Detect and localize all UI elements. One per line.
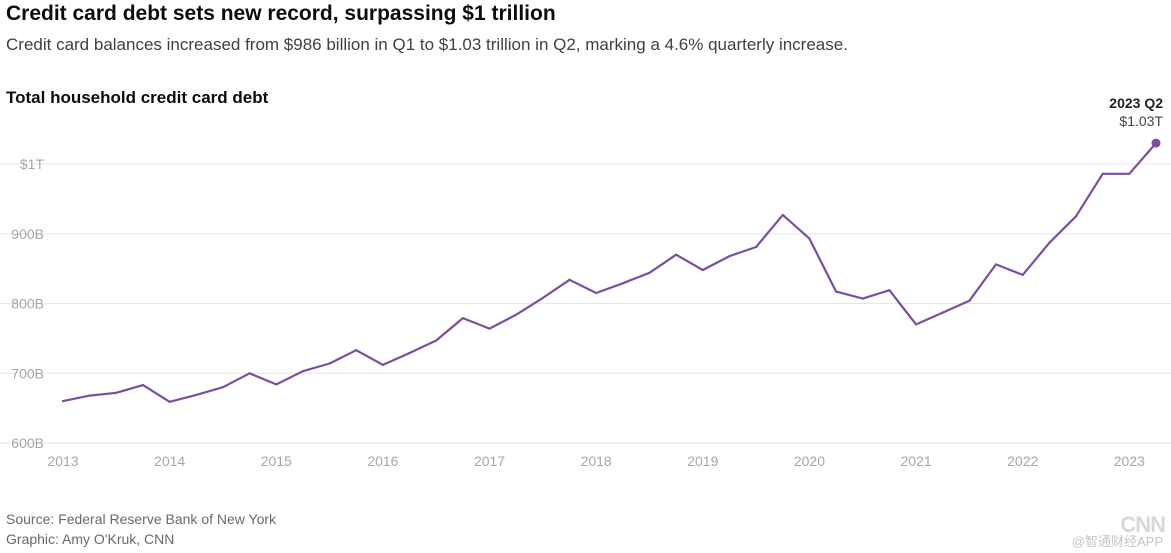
data-point — [115, 391, 118, 394]
x-tick-label: 2013 — [47, 453, 78, 469]
data-point — [861, 297, 864, 300]
annotation-layer: 2023 Q2 $1.03T — [1109, 95, 1163, 148]
gridlines — [0, 163, 1171, 444]
data-point — [808, 237, 811, 240]
y-tick-label: $1T — [20, 156, 45, 172]
y-tick-label: 800B — [11, 296, 44, 312]
chart-subheadline: Credit card balances increased from $986… — [6, 35, 848, 54]
series-layer — [61, 141, 1158, 403]
data-point — [568, 278, 571, 281]
data-point — [355, 349, 358, 352]
data-point — [88, 394, 91, 397]
data-point — [61, 400, 65, 403]
data-point — [221, 386, 225, 389]
data-point — [461, 317, 464, 320]
watermark: @智通财经APP — [1071, 534, 1163, 549]
data-point — [1128, 172, 1131, 175]
x-tick-label: 2022 — [1007, 453, 1038, 469]
annotation-value: $1.03T — [1119, 113, 1163, 129]
data-point — [781, 213, 784, 217]
data-point — [195, 393, 198, 396]
x-tick-label: 2015 — [261, 453, 292, 469]
data-point — [381, 363, 385, 366]
y-tick-label: 600B — [11, 435, 44, 451]
chart-headline: Credit card debt sets new record, surpas… — [6, 2, 556, 25]
data-point — [435, 339, 438, 342]
data-point — [1101, 172, 1104, 175]
y-axis-ticks: 600B 700B 800B 900B $1T — [11, 156, 44, 451]
x-tick-label: 2014 — [154, 453, 185, 469]
data-point — [728, 254, 731, 258]
x-axis-ticks: 2013 2014 2015 2016 2017 2018 2019 2020 2021 2022… — [47, 453, 1145, 469]
series-line — [61, 142, 1158, 403]
x-tick-label: 2021 — [900, 453, 931, 469]
graphic-credit: Graphic: Amy O'Kruk, CNN — [6, 531, 175, 547]
data-point — [488, 327, 491, 330]
chart-title: Total household credit card debt — [6, 88, 269, 107]
data-point — [621, 282, 624, 285]
data-point — [968, 299, 971, 302]
y-tick-label: 900B — [11, 226, 44, 242]
data-point — [408, 351, 411, 355]
x-tick-label: 2018 — [581, 453, 612, 469]
data-point — [755, 245, 758, 249]
x-tick-label: 2023 — [1114, 453, 1145, 469]
data-point — [914, 323, 918, 326]
data-point — [301, 370, 305, 373]
x-tick-label: 2016 — [367, 453, 398, 469]
data-point — [888, 289, 891, 292]
data-point — [648, 271, 651, 274]
data-point — [248, 372, 251, 375]
data-point — [328, 362, 331, 365]
x-tick-label: 2017 — [474, 453, 505, 469]
x-tick-label: 2019 — [687, 453, 718, 469]
data-point — [834, 290, 838, 293]
data-point — [595, 291, 598, 295]
annotation-period: 2023 Q2 — [1109, 95, 1163, 111]
data-point — [701, 268, 704, 272]
brand-logo: CNN — [1120, 512, 1166, 537]
data-point — [941, 311, 944, 314]
data-point — [1074, 215, 1078, 218]
data-point — [1048, 241, 1051, 244]
data-point — [515, 313, 518, 316]
data-point — [1021, 273, 1024, 277]
latest-value-marker — [1151, 138, 1161, 148]
data-point — [141, 384, 145, 387]
data-point — [541, 296, 544, 300]
x-tick-label: 2020 — [794, 453, 825, 469]
source-note: Source: Federal Reserve Bank of New York — [6, 511, 277, 527]
data-point — [675, 253, 678, 256]
y-tick-label: 700B — [11, 365, 44, 381]
data-point — [168, 400, 171, 403]
data-point — [275, 383, 278, 386]
data-point — [994, 263, 998, 266]
